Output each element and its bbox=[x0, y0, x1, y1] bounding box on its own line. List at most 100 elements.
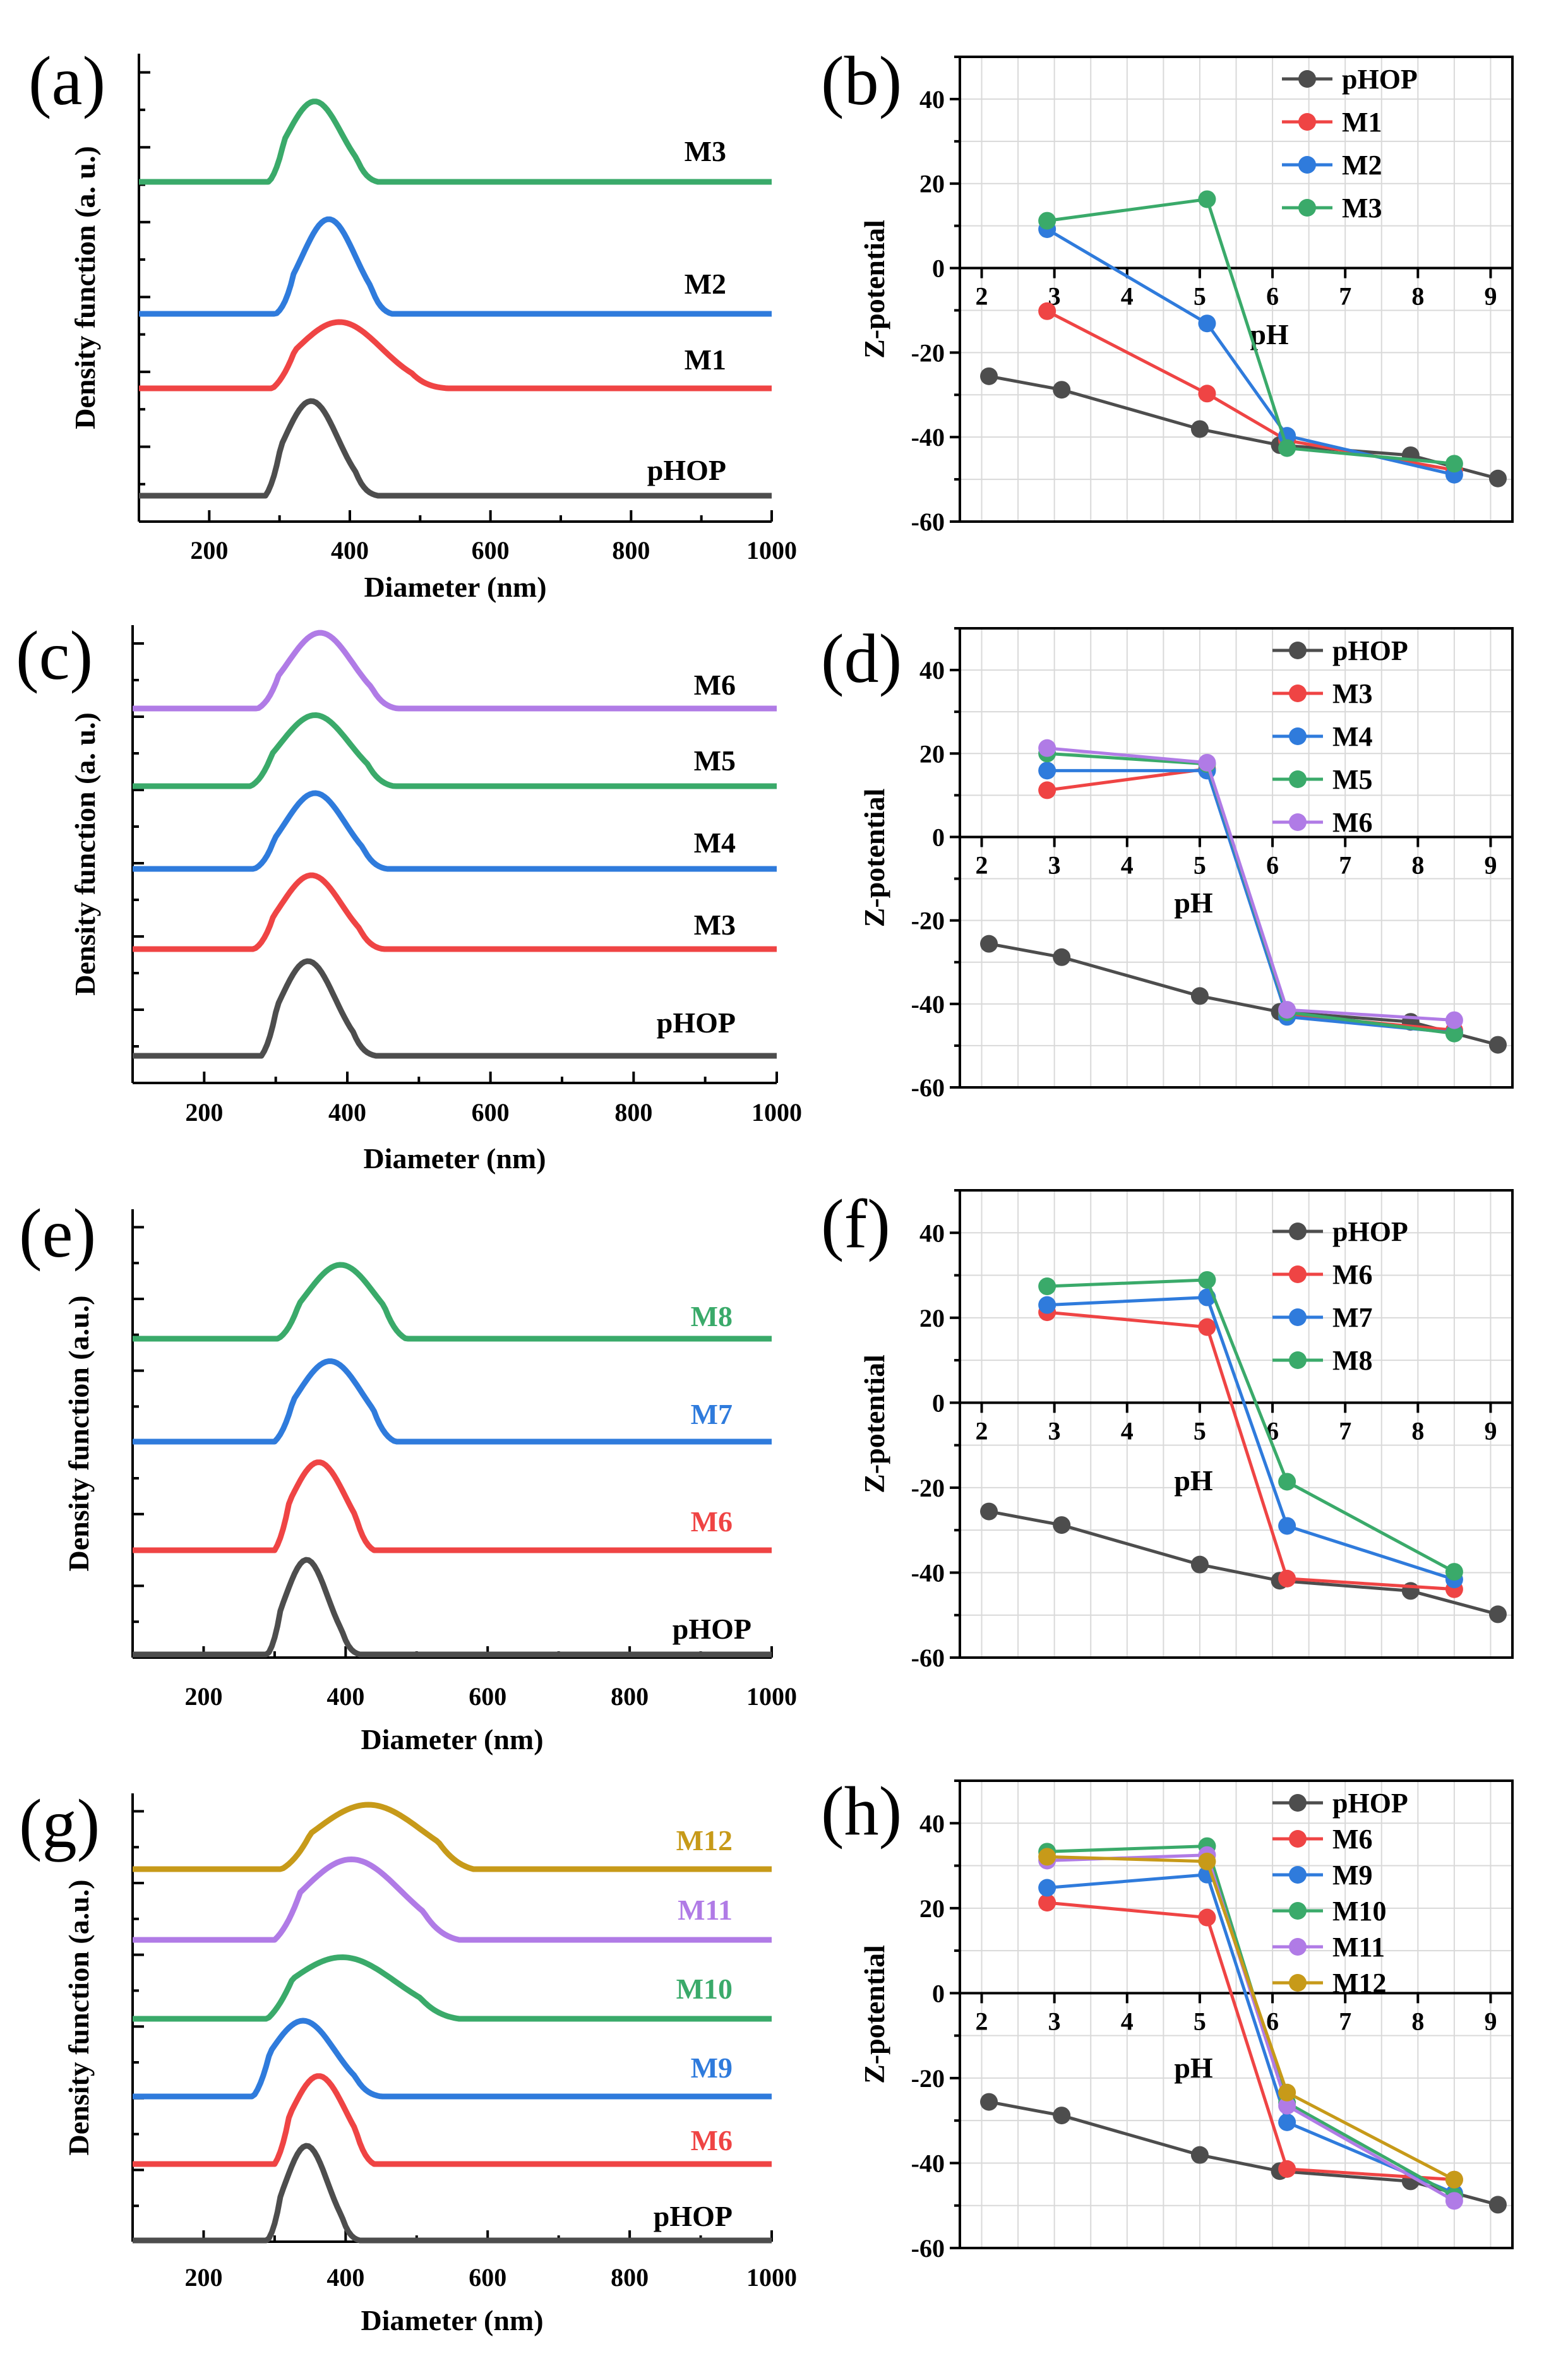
legend-label-M11: M11 bbox=[1332, 1932, 1385, 1963]
data-point-M3 bbox=[1038, 212, 1056, 230]
legend-marker-M8 bbox=[1289, 1351, 1307, 1369]
x-tick-label: 5 bbox=[1194, 851, 1206, 879]
panel-h: (h) 2 3 4 5 6 7 8 9 40 20 0 -20 -40 -60 pH Z-potential pH… bbox=[821, 1773, 1514, 2263]
y-axis-label: Z-potential bbox=[858, 1354, 890, 1493]
series-line-M7 bbox=[1047, 1295, 1455, 1581]
x-tick-label: 400 bbox=[326, 2263, 364, 2292]
x-tick-label: 3 bbox=[1048, 851, 1061, 879]
legend-marker-M6 bbox=[1289, 1265, 1307, 1283]
x-tick-label: 800 bbox=[611, 2263, 649, 2292]
series-label-pHOP: pHOP bbox=[654, 2200, 733, 2232]
curve-M7 bbox=[133, 1358, 772, 1445]
x-tick-label: 2 bbox=[976, 1416, 988, 1445]
data-point-M6 bbox=[1198, 1318, 1216, 1336]
x-tick-label: 2 bbox=[976, 2007, 988, 2035]
legend-marker-pHOP bbox=[1289, 1794, 1307, 1812]
series-line-M6 bbox=[1046, 1901, 1455, 2182]
x-tick-label: 600 bbox=[472, 536, 510, 565]
x-tick-label: 3 bbox=[1048, 2007, 1061, 2035]
x-tick-label: 600 bbox=[469, 2263, 506, 2292]
data-point-M1 bbox=[1038, 302, 1056, 320]
curve-M3 bbox=[139, 99, 772, 185]
series-line-pHOP bbox=[988, 942, 1499, 1047]
data-point-M6 bbox=[1278, 1569, 1296, 1588]
data-point-M8 bbox=[1038, 1277, 1056, 1296]
data-point-M3 bbox=[1278, 439, 1296, 457]
panel-b: (b) 2 3 4 5 6 7 8 9 40 20 0 -20 -40 -60 pH Z-potential pH… bbox=[821, 42, 1514, 536]
y-tick-label: -40 bbox=[911, 423, 945, 451]
data-point-pHOP bbox=[980, 935, 998, 953]
series-label-M12: M12 bbox=[676, 1824, 733, 1857]
data-point-M6 bbox=[1198, 1908, 1216, 1927]
legend-marker-M2 bbox=[1298, 156, 1316, 174]
x-axis-label: Diameter (nm) bbox=[364, 571, 546, 603]
data-point-pHOP bbox=[980, 1502, 998, 1521]
legend-label-M6: M6 bbox=[1332, 807, 1373, 838]
series-label-M3: M3 bbox=[685, 135, 726, 167]
series-line-M4 bbox=[1047, 768, 1455, 1034]
series-label-M8: M8 bbox=[691, 1300, 733, 1332]
series-line-M8 bbox=[1047, 1278, 1456, 1574]
x-tick-label: 7 bbox=[1339, 1416, 1351, 1445]
x-tick-label: 6 bbox=[1266, 2007, 1279, 2035]
y-tick-label: -40 bbox=[911, 2149, 945, 2177]
series-label-M10: M10 bbox=[676, 1973, 733, 2005]
x-tick-label: 400 bbox=[326, 1682, 364, 1711]
curve-M12 bbox=[133, 1802, 772, 1872]
y-tick-label: -20 bbox=[911, 2064, 945, 2093]
data-point-pHOP bbox=[980, 367, 998, 385]
x-tick-label: 4 bbox=[1121, 851, 1134, 879]
legend-marker-M3 bbox=[1298, 199, 1316, 217]
x-tick-label: 4 bbox=[1121, 2007, 1134, 2035]
series-label-M6: M6 bbox=[694, 669, 736, 701]
legend-label-M1: M1 bbox=[1342, 107, 1382, 138]
series-line-M3 bbox=[1046, 197, 1455, 465]
legend-marker-M9 bbox=[1289, 1866, 1307, 1884]
data-point-pHOP bbox=[1190, 420, 1209, 438]
y-axis-label: Density function (a.u.) bbox=[63, 1295, 95, 1571]
legend-label-M5: M5 bbox=[1332, 764, 1373, 795]
data-point-pHOP bbox=[1488, 2196, 1507, 2214]
series-line-M6 bbox=[1046, 1310, 1455, 1591]
x-tick-label: 2 bbox=[976, 282, 988, 311]
data-point-pHOP bbox=[1488, 1036, 1507, 1054]
data-point-M9 bbox=[1038, 1879, 1056, 1897]
series-line-pHOP bbox=[988, 374, 1499, 481]
y-tick-label: 40 bbox=[919, 1219, 945, 1247]
panel-d: (d) 2 3 4 5 6 7 8 9 40 20 0 -20 -40 -60 pH Z-potential pH… bbox=[821, 620, 1514, 1102]
panel-a: (a) 200 400 600 800 1000 Diameter (nm) Density … bbox=[28, 42, 797, 603]
plot-frame bbox=[959, 1779, 1514, 2249]
x-axis-label: Diameter (nm) bbox=[361, 2304, 543, 2336]
y-tick-label: 20 bbox=[919, 170, 945, 198]
data-point-M1 bbox=[1198, 385, 1216, 403]
series-label-M1: M1 bbox=[685, 344, 726, 376]
legend-marker-M5 bbox=[1289, 770, 1307, 788]
data-point-M8 bbox=[1198, 1271, 1216, 1289]
y-tick-label: -20 bbox=[911, 907, 945, 935]
y-tick-label: -40 bbox=[911, 990, 945, 1019]
curve-M3 bbox=[133, 872, 777, 952]
panel-e: (e) 200 400 600 800 1000 Diameter (nm) Density … bbox=[19, 1195, 797, 1755]
x-tick-label: 3 bbox=[1048, 282, 1061, 311]
legend-label-M6: M6 bbox=[1332, 1259, 1373, 1290]
legend-marker-M4 bbox=[1289, 727, 1307, 745]
y-axis-label: Density function (a. u.) bbox=[69, 712, 101, 996]
x-tick-label: 200 bbox=[184, 2263, 222, 2292]
x-tick-label: 800 bbox=[611, 1682, 649, 1711]
y-tick-label: 20 bbox=[919, 739, 945, 768]
legend-marker-M7 bbox=[1289, 1308, 1307, 1326]
series-label-M2: M2 bbox=[685, 268, 726, 300]
data-point-M12 bbox=[1038, 1848, 1056, 1866]
x-tick-label: 400 bbox=[331, 536, 369, 565]
series-line-M12 bbox=[1047, 1855, 1456, 2181]
curve-M11 bbox=[133, 1857, 772, 1943]
x-tick-label: 1000 bbox=[746, 2263, 797, 2292]
legend-marker-M12 bbox=[1289, 1974, 1307, 1992]
x-tick-label: 8 bbox=[1411, 2007, 1424, 2035]
y-tick-label: -40 bbox=[911, 1558, 945, 1587]
legend-marker-pHOP bbox=[1289, 1223, 1307, 1240]
y-tick-label: -60 bbox=[911, 1073, 945, 1102]
legend-label-M12: M12 bbox=[1332, 1968, 1387, 1999]
legend-marker-M3 bbox=[1289, 685, 1307, 702]
curve-pHOP bbox=[139, 398, 772, 499]
